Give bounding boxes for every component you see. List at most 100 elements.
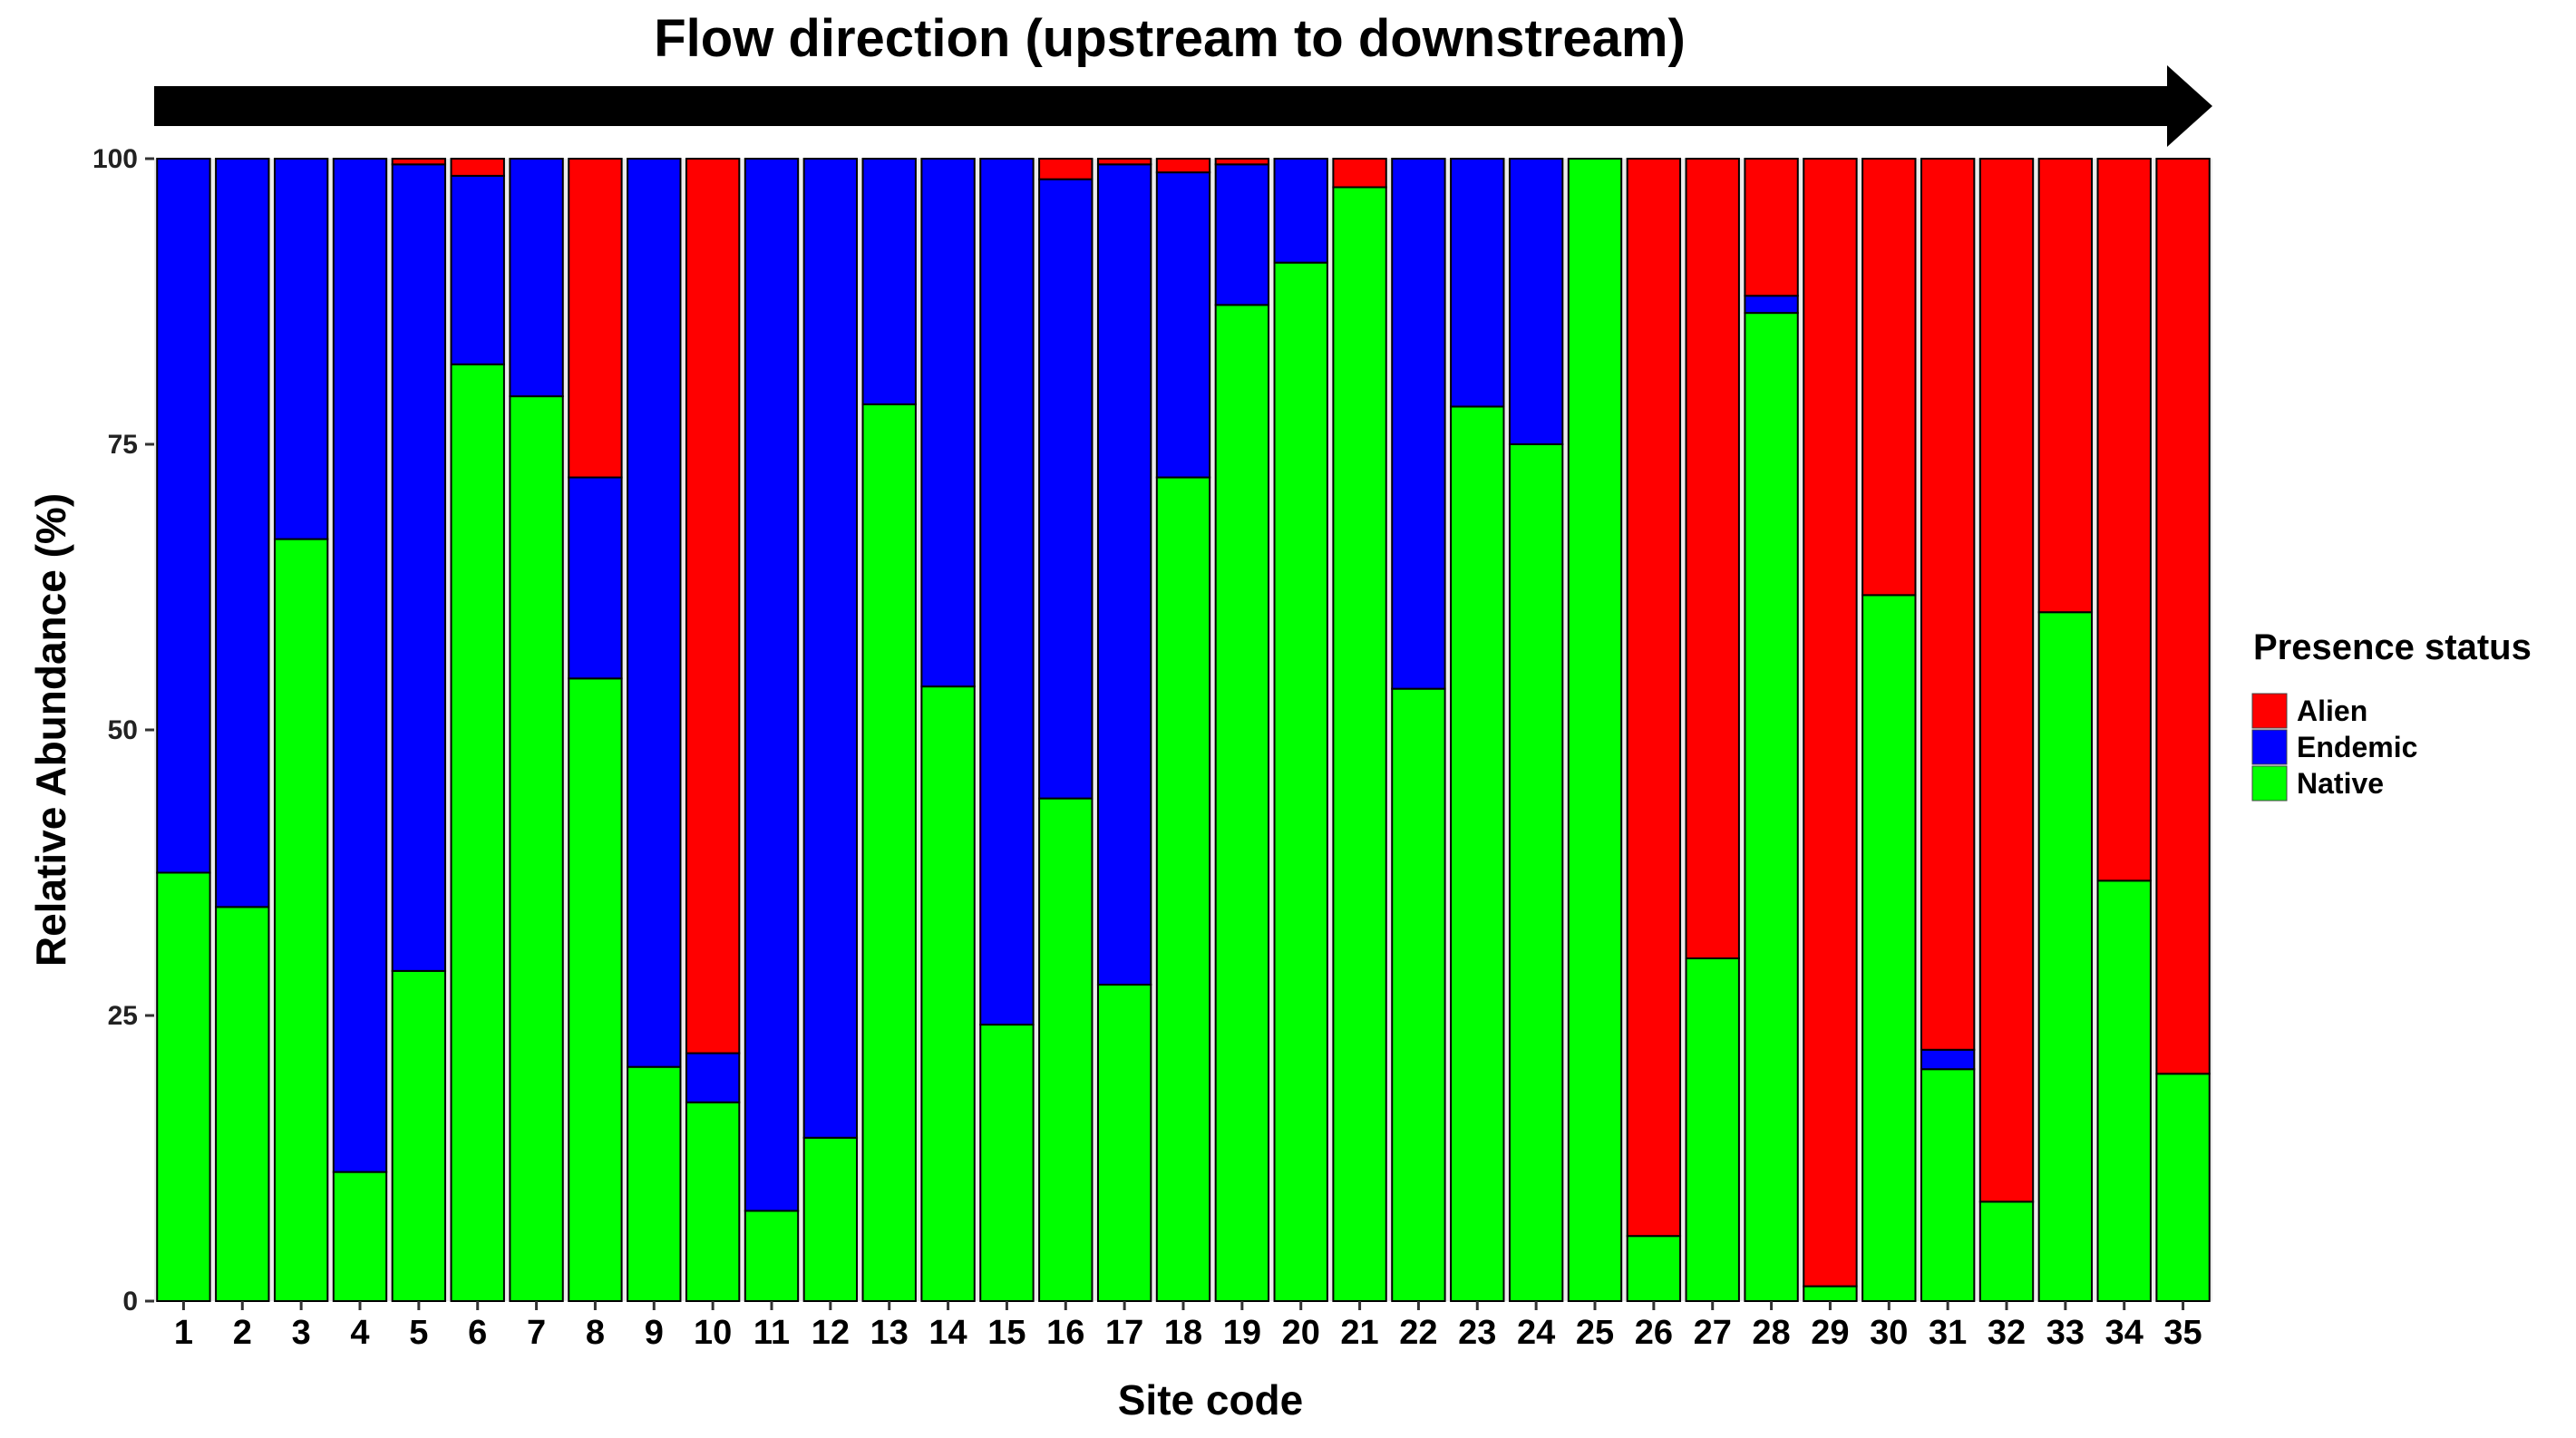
bar-segment-native-site-24 bbox=[1508, 443, 1564, 1302]
bar-segment-endemic-site-13 bbox=[861, 158, 917, 405]
bar-segment-endemic-site-15 bbox=[979, 158, 1035, 1026]
legend-label-native: Native bbox=[2297, 767, 2384, 800]
bar-segment-native-site-17 bbox=[1096, 983, 1152, 1302]
bar-segment-native-site-31 bbox=[1920, 1068, 1976, 1302]
bar-segment-native-site-6 bbox=[450, 363, 505, 1302]
bar-segment-alien-site-19 bbox=[1214, 158, 1270, 166]
x-tick-label-site-3: 3 bbox=[292, 1314, 311, 1352]
bar-segment-endemic-site-20 bbox=[1273, 158, 1328, 264]
bar-segment-native-site-18 bbox=[1155, 476, 1211, 1302]
legend-label-alien: Alien bbox=[2297, 695, 2367, 727]
bar-segment-native-site-25 bbox=[1567, 158, 1623, 1302]
bar-segment-native-site-21 bbox=[1332, 186, 1387, 1302]
x-tick-label-site-9: 9 bbox=[645, 1314, 664, 1352]
bar-segment-endemic-site-22 bbox=[1391, 158, 1446, 690]
x-tick-label-site-4: 4 bbox=[350, 1314, 369, 1352]
legend-key-alien bbox=[2251, 693, 2288, 729]
bar-segment-endemic-site-31 bbox=[1920, 1048, 1976, 1071]
x-tick-label-site-7: 7 bbox=[527, 1314, 546, 1352]
bar-segment-alien-site-30 bbox=[1862, 158, 1917, 597]
chart-title: Flow direction (upstream to downstream) bbox=[654, 9, 1686, 68]
x-tick-label-site-12: 12 bbox=[812, 1314, 850, 1352]
bar-segment-endemic-site-8 bbox=[568, 476, 623, 680]
x-tick-label-site-30: 30 bbox=[1870, 1314, 1908, 1352]
legend-label-endemic: Endemic bbox=[2297, 731, 2417, 763]
bar-segment-native-site-33 bbox=[2037, 611, 2094, 1302]
x-tick-label-site-31: 31 bbox=[1929, 1314, 1967, 1352]
bar-segment-endemic-site-10 bbox=[685, 1052, 741, 1103]
bar-segment-endemic-site-2 bbox=[215, 158, 270, 908]
bar-segment-endemic-site-12 bbox=[802, 158, 859, 1139]
y-axis: 0 25 50 75 100 bbox=[92, 144, 154, 1317]
x-tick-label-site-33: 33 bbox=[2046, 1314, 2085, 1352]
bar-segment-endemic-site-5 bbox=[391, 163, 447, 972]
x-tick-label-site-29: 29 bbox=[1811, 1314, 1849, 1352]
x-tick-label-site-6: 6 bbox=[468, 1314, 487, 1352]
bar-segment-alien-site-17 bbox=[1096, 158, 1152, 166]
x-tick-label-site-34: 34 bbox=[2105, 1314, 2143, 1352]
x-tick-label-site-16: 16 bbox=[1046, 1314, 1084, 1352]
bar-segment-alien-site-8 bbox=[568, 158, 623, 479]
x-tick-label-site-19: 19 bbox=[1223, 1314, 1261, 1352]
x-tick-label-site-13: 13 bbox=[870, 1314, 909, 1352]
bar-segment-native-site-8 bbox=[568, 677, 623, 1302]
bar-segment-native-site-20 bbox=[1273, 261, 1328, 1302]
bar-segment-native-site-30 bbox=[1862, 594, 1917, 1302]
y-axis-label: Relative Abundance (%) bbox=[27, 493, 74, 967]
bar-segment-endemic-site-3 bbox=[273, 158, 329, 540]
x-tick-label-site-5: 5 bbox=[409, 1314, 428, 1352]
x-tick-label-site-32: 32 bbox=[1988, 1314, 2026, 1352]
bar-segment-alien-site-29 bbox=[1803, 158, 1858, 1287]
bar-segment-endemic-site-28 bbox=[1744, 295, 1799, 315]
x-tick-label-site-26: 26 bbox=[1635, 1314, 1673, 1352]
bar-segment-native-site-13 bbox=[861, 403, 917, 1302]
x-tick-label-site-14: 14 bbox=[928, 1314, 967, 1352]
x-tick-label-site-27: 27 bbox=[1694, 1314, 1732, 1352]
x-tick-label-site-23: 23 bbox=[1458, 1314, 1496, 1352]
bar-segment-alien-site-32 bbox=[1978, 158, 2035, 1203]
x-tick-label-site-20: 20 bbox=[1282, 1314, 1320, 1352]
bar-segment-native-site-26 bbox=[1626, 1235, 1682, 1303]
x-tick-label-site-8: 8 bbox=[586, 1314, 605, 1352]
bar-segment-endemic-site-6 bbox=[450, 174, 505, 365]
x-tick-label-site-17: 17 bbox=[1105, 1314, 1143, 1352]
bar-segment-native-site-3 bbox=[273, 538, 329, 1302]
x-tick-label-site-25: 25 bbox=[1576, 1314, 1614, 1352]
legend-title: Presence status bbox=[2253, 627, 2532, 667]
x-tick-label-site-15: 15 bbox=[987, 1314, 1026, 1352]
bar-segment-native-site-2 bbox=[215, 906, 270, 1302]
bar-segment-alien-site-31 bbox=[1920, 158, 1976, 1051]
legend-key-native bbox=[2251, 765, 2288, 802]
flow-arrow bbox=[154, 65, 2212, 147]
bar-segment-native-site-10 bbox=[685, 1101, 741, 1303]
bar-segment-endemic-site-11 bbox=[744, 158, 800, 1212]
x-tick-label-site-24: 24 bbox=[1517, 1314, 1555, 1352]
x-tick-label-site-11: 11 bbox=[753, 1314, 790, 1352]
bar-segment-endemic-site-18 bbox=[1155, 171, 1211, 479]
bar-segment-native-site-16 bbox=[1038, 797, 1094, 1302]
x-tick-label-site-21: 21 bbox=[1340, 1314, 1378, 1352]
bar-segment-native-site-34 bbox=[2096, 879, 2152, 1302]
bar-segment-native-site-5 bbox=[391, 969, 447, 1302]
bar-segment-native-site-9 bbox=[627, 1065, 682, 1302]
bar-segment-native-site-28 bbox=[1744, 312, 1799, 1303]
bar-segment-native-site-19 bbox=[1214, 304, 1270, 1302]
bar-segment-endemic-site-7 bbox=[509, 158, 564, 398]
bar-segment-alien-site-6 bbox=[450, 158, 505, 177]
legend: Presence status Alien Endemic Native bbox=[2251, 627, 2532, 802]
y-tick-label: 100 bbox=[92, 144, 138, 174]
bars-layer bbox=[156, 158, 2211, 1303]
bar-segment-alien-site-33 bbox=[2037, 158, 2094, 614]
bar-segment-native-site-14 bbox=[920, 685, 976, 1302]
bar-segment-native-site-12 bbox=[802, 1136, 859, 1302]
x-tick-label-site-28: 28 bbox=[1752, 1314, 1790, 1352]
y-tick-label: 0 bbox=[122, 1287, 138, 1317]
bar-segment-endemic-site-24 bbox=[1508, 158, 1564, 445]
y-tick-label: 25 bbox=[108, 1001, 138, 1031]
bar-segment-alien-site-21 bbox=[1332, 158, 1387, 189]
bar-segment-native-site-15 bbox=[979, 1024, 1035, 1302]
y-tick-label: 50 bbox=[108, 715, 138, 745]
bar-segment-native-site-32 bbox=[1978, 1200, 2035, 1303]
bar-segment-alien-site-27 bbox=[1685, 158, 1740, 959]
bar-segment-endemic-site-16 bbox=[1038, 178, 1094, 800]
